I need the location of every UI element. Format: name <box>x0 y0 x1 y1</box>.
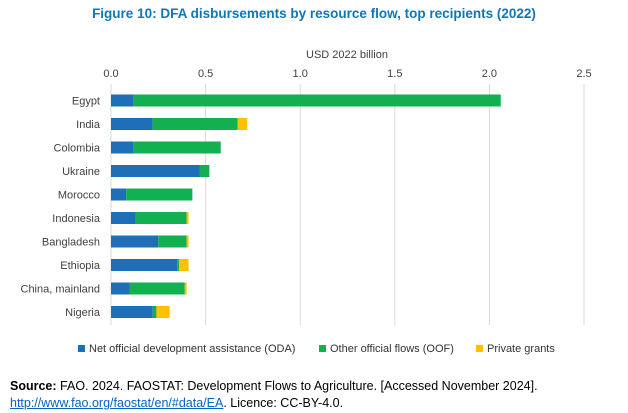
bar-segment-oof <box>133 94 501 107</box>
x-axis-label: USD 2022 billion <box>306 49 388 61</box>
source-licence: . Licence: CC-BY-4.0. <box>223 396 344 410</box>
legend-item-oda: Net official development assistance (ODA… <box>78 343 295 355</box>
bar-segment-oda <box>111 282 130 295</box>
bar-segment-oof <box>152 118 238 130</box>
legend-label-oda: Net official development assistance (ODA… <box>89 343 296 355</box>
category-label: Ukraine <box>62 166 100 178</box>
source-link[interactable]: http://www.fao.org/faostat/en/#data/EA <box>10 396 224 410</box>
legend-item-private: Private grants <box>476 343 555 355</box>
legend-swatch-oof <box>319 345 326 352</box>
x-tick-label: 2.5 <box>576 68 591 80</box>
bar-segment-oof <box>135 212 187 224</box>
bar-segment-private <box>156 306 170 318</box>
category-label: Nigeria <box>65 307 101 319</box>
bar-segment-oda <box>111 235 159 248</box>
bar-segment-oda <box>111 188 127 201</box>
bar-segment-oof <box>126 188 193 201</box>
category-label: Colombia <box>54 143 101 155</box>
category-label: Bangladesh <box>42 237 100 249</box>
bars <box>111 94 501 318</box>
y-axis-categories: Egypt India Colombia Ukraine Morocco Indonesi… <box>21 96 101 320</box>
bar-segment-oof <box>152 306 157 318</box>
category-label: Egypt <box>72 96 100 108</box>
legend-swatch-oda <box>78 345 85 352</box>
legend-item-oof: Other official flows (OOF) <box>319 343 454 355</box>
category-label: Indonesia <box>52 213 101 225</box>
source-note: Source: FAO. 2024. FAOSTAT: Development … <box>10 378 616 412</box>
category-label: India <box>76 119 101 131</box>
category-label: China, mainland <box>21 284 101 296</box>
legend-label-private: Private grants <box>487 343 555 355</box>
bar-segment-private <box>186 212 189 224</box>
bar-segment-oof <box>158 235 187 248</box>
bar-segment-oof <box>177 259 180 271</box>
legend-label-oof: Other official flows (OOF) <box>330 343 454 355</box>
x-tick-label: 2.0 <box>482 68 497 80</box>
bar-segment-oof <box>133 141 221 154</box>
bar-segment-oda <box>111 165 200 177</box>
bar-segment-oda <box>111 306 153 318</box>
x-axis-ticks: 0.0 0.5 1.0 1.5 2.0 2.5 <box>103 68 591 80</box>
bar-segment-oda <box>111 118 153 130</box>
bar-segment-private <box>184 282 187 295</box>
bar-segment-oof <box>129 282 185 295</box>
bar-segment-private <box>237 118 248 130</box>
x-tick-label: 0.5 <box>198 68 213 80</box>
bar-segment-private <box>179 259 189 271</box>
source-label: Source: <box>10 379 57 393</box>
category-label: Morocco <box>58 190 100 202</box>
x-tick-label: 1.0 <box>293 68 308 80</box>
bar-segment-oof <box>199 165 210 177</box>
bar-segment-oda <box>111 212 136 224</box>
bar-segment-private <box>186 235 189 248</box>
legend-swatch-private <box>476 345 483 352</box>
chart-title: Figure 10: DFA disbursements by resource… <box>92 6 536 21</box>
bar-segment-oda <box>111 94 134 107</box>
x-tick-label: 0.0 <box>103 68 118 80</box>
x-tick-label: 1.5 <box>387 68 402 80</box>
bar-segment-oda <box>111 259 178 271</box>
bar-chart: USD 2022 billion 0.0 0.5 1.0 1.5 2.0 2.5 Egyp… <box>21 49 592 325</box>
source-text: FAO. 2024. FAOSTAT: Development Flows to… <box>60 379 538 393</box>
bar-segment-oda <box>111 141 134 154</box>
category-label: Ethiopia <box>60 260 101 272</box>
